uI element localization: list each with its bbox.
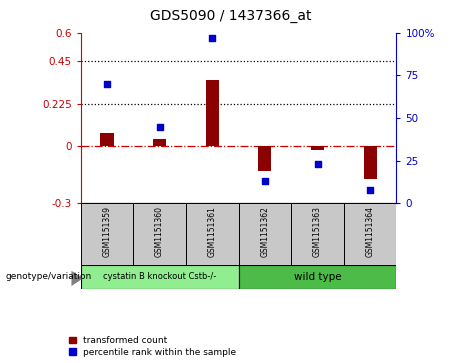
Text: genotype/variation: genotype/variation [6, 273, 92, 281]
Text: GSM1151360: GSM1151360 [155, 206, 164, 257]
Point [156, 123, 163, 129]
Point [208, 35, 216, 41]
Text: GSM1151359: GSM1151359 [102, 206, 112, 257]
Polygon shape [71, 271, 83, 286]
Bar [258, 146, 272, 171]
Text: GDS5090 / 1437366_at: GDS5090 / 1437366_at [150, 9, 311, 23]
Point [314, 161, 321, 167]
Text: cystatin B knockout Cstb-/-: cystatin B knockout Cstb-/- [103, 272, 216, 281]
Point [261, 178, 269, 184]
Text: GSM1151362: GSM1151362 [260, 206, 269, 257]
Bar [81, 265, 239, 289]
Point [103, 81, 111, 87]
Text: GSM1151364: GSM1151364 [366, 206, 375, 257]
Bar [186, 203, 239, 265]
Text: GSM1151363: GSM1151363 [313, 206, 322, 257]
Point [366, 187, 374, 192]
Bar [206, 80, 219, 146]
Bar [364, 146, 377, 179]
Bar [133, 203, 186, 265]
Legend: transformed count, percentile rank within the sample: transformed count, percentile rank withi… [69, 336, 236, 357]
Bar [81, 203, 133, 265]
Text: wild type: wild type [294, 272, 341, 282]
Bar [344, 203, 396, 265]
Bar [100, 133, 113, 146]
Bar [153, 139, 166, 146]
Bar [311, 146, 324, 150]
Bar [291, 203, 344, 265]
Bar [239, 203, 291, 265]
Bar [239, 265, 396, 289]
Text: GSM1151361: GSM1151361 [208, 206, 217, 257]
